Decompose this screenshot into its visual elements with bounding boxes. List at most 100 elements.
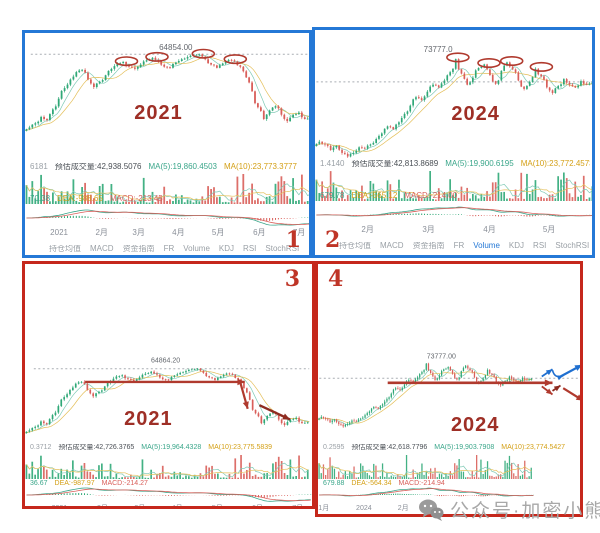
peak-circle-annotation — [529, 61, 554, 72]
indicator-tab-资金指南[interactable]: 资金指南 — [122, 245, 155, 253]
indicator-value: MACD:-214.27 — [101, 480, 148, 487]
peak-price-label: 73777.00 — [427, 354, 456, 361]
indicator-value: MA(10):23,774.5427 — [501, 444, 566, 451]
indicator-value: MA(5):19,964.4328 — [141, 444, 202, 451]
indicator-tab-持仓均值[interactable]: 持仓均值 — [339, 242, 371, 250]
x-axis-label: 6月 — [252, 505, 263, 509]
chart-panel-2-2024-annotated: 73777.0 1.4140 预估成交量:42,813.8689 MA(5):19,9… — [312, 27, 595, 258]
peak-circle-annotation — [446, 52, 470, 63]
x-axis-labels: 2月 3月 4月 5月 — [315, 226, 592, 237]
peak-circle-annotation — [223, 54, 248, 65]
indicator-value: MACD:-214.94 — [398, 480, 445, 487]
chart-panel-4-2024-scenarios: 73777.00 0.2595 预估成交量:42,618.7796 MA(5):19,… — [315, 261, 583, 517]
volume-indicator-readout: 6181 预估成交量:42,938.5076 MA(5):19,860.4503 MA… — [30, 163, 307, 171]
indicator-tab-StochRSI[interactable]: StochRSI — [555, 242, 590, 250]
indicator-tab-FR[interactable]: FR — [163, 245, 175, 253]
watermark: 公众号·加密小熊 — [418, 496, 600, 523]
macd-indicator-readout: 679.88 DEA:-564.34 MACD:-214.94 — [323, 480, 578, 487]
indicator-value: MA(5):19,903.7908 — [434, 444, 495, 451]
peak-circle-annotation — [499, 55, 524, 66]
indicator-tab-StochRSI[interactable]: StochRSI — [265, 245, 300, 253]
candlestick-chart-2021: 64854.00 — [25, 43, 309, 226]
peak-price-label: 73777.0 — [424, 45, 453, 54]
x-axis-label: 2月 — [361, 225, 374, 234]
indicator-value: 36.67 — [30, 480, 48, 487]
x-axis-label: 1月 — [318, 505, 330, 512]
x-axis-label: 5月 — [211, 505, 223, 509]
indicator-value: 1.4140 — [320, 160, 345, 168]
indicator-value: 预估成交量:42,938.5076 — [54, 163, 142, 171]
chart-panel-1-2021-annotated: 64854.00 6181 预估成交量:42,938.5076 MA(5):19,86… — [22, 30, 312, 258]
panel-number-badge: 3 — [284, 266, 300, 292]
x-axis-label: 7月 — [292, 505, 304, 509]
x-axis-label: 2月 — [95, 228, 108, 237]
chart-panel-3-2021-trendline: 64864.20 0.3712 预估成交量:42,726.3765 MA(5):19,… — [22, 261, 315, 509]
peak-price-label: 64854.00 — [159, 43, 193, 52]
indicator-value: MA(5):19,860.4503 — [148, 163, 218, 171]
watermark-text: 公众号·加密小熊 — [450, 501, 600, 522]
peak-circle-annotation — [477, 57, 501, 68]
x-axis-labels: 1月 2024 2月 — [318, 505, 580, 514]
year-label: 2021 — [134, 101, 183, 124]
indicator-tab-KDJ[interactable]: KDJ — [508, 242, 525, 250]
indicator-value: DEA:-988.65 — [57, 195, 103, 203]
x-axis-label: 3月 — [134, 505, 146, 509]
indicator-tab-KDJ[interactable]: KDJ — [218, 245, 235, 253]
x-axis-label: 5月 — [211, 228, 225, 237]
arrow-annotation — [562, 387, 580, 400]
indicator-tab-MACD[interactable]: MACD — [90, 245, 114, 253]
x-axis-label: 2021 — [50, 228, 68, 237]
indicator-tab-持仓均值[interactable]: 持仓均值 — [49, 245, 81, 253]
x-axis-label: 4月 — [171, 505, 183, 509]
x-axis-label: 3月 — [132, 228, 145, 237]
candlestick-chart-2024: 73777.00 — [318, 354, 580, 497]
year-label: 2024 — [451, 103, 500, 126]
indicator-value: MA(5):19,900.6195 — [445, 160, 514, 168]
indicator-tab-MACD[interactable]: MACD — [380, 242, 404, 250]
year-label: 2021 — [124, 407, 173, 430]
panel-number-badge: 4 — [328, 266, 344, 292]
volume-indicator-readout: 0.3712 预估成交量:42,726.3765 MA(5):19,964.4328… — [30, 444, 310, 451]
macd-indicator-readout: 36.67 DEA:-987.97 MACD:-214.27 — [30, 480, 310, 487]
indicator-value: MACD:-213.45 — [109, 195, 163, 203]
year-label: 2024 — [450, 414, 500, 437]
x-axis-label: 2021 — [51, 505, 68, 509]
peak-price-label: 64864.20 — [151, 358, 180, 365]
indicator-value: 预估成交量:42,618.7796 — [351, 444, 428, 451]
x-axis-label: 2024 — [356, 505, 372, 512]
panel-number-badge: 2 — [325, 227, 341, 253]
indicator-value: 0.3712 — [30, 444, 52, 451]
indicator-tab-RSI[interactable]: RSI — [243, 245, 257, 253]
candlestick-chart-2024: 73777.0 — [315, 45, 592, 217]
indicator-tab-bar: 持仓均值MACD资金指南FRVolumeKDJRSIStochRSIEMAVRL… — [49, 245, 307, 253]
panel-number-badge: 1 — [285, 227, 301, 253]
wechat-icon — [419, 499, 444, 521]
indicator-tab-资金指南[interactable]: 资金指南 — [412, 242, 445, 250]
volume-indicator-readout: 0.2595 预估成交量:42,618.7796 MA(5):19,903.7908… — [323, 444, 578, 451]
indicator-tab-Volume[interactable]: Volume — [183, 245, 210, 253]
indicator-value: MA(10):23,772.4573 — [520, 160, 590, 168]
indicator-value: DEA:-565.12 — [351, 192, 398, 200]
peak-circle-annotation — [145, 51, 169, 62]
indicator-value: MA(10):23,773.3777 — [224, 163, 297, 171]
macd-indicator-readout: 679.78 DEA:-565.12 MACD:-214.00 — [320, 192, 590, 200]
indicator-tab-Volume[interactable]: Volume — [473, 242, 500, 250]
indicator-tab-FR[interactable]: FR — [453, 242, 465, 250]
macd-indicator-readout: 70.38 DEA:-988.65 MACD:-213.45 — [30, 195, 307, 203]
indicator-value: 0.2595 — [323, 444, 345, 451]
x-axis-label: 2月 — [97, 505, 108, 509]
indicator-value: DEA:-564.34 — [351, 480, 392, 487]
peak-circle-annotation — [114, 56, 139, 67]
indicator-value: DEA:-987.97 — [54, 480, 95, 487]
peak-circle-annotation — [191, 48, 216, 59]
candlestick-chart-2021: 64864.20 — [25, 358, 312, 502]
x-axis-label: 7月 — [292, 228, 306, 237]
x-axis-label: 2月 — [397, 505, 409, 512]
x-axis-label: 4月 — [483, 225, 496, 234]
indicator-value: 679.88 — [323, 480, 345, 487]
x-axis-labels: 2021 2月 3月 4月 5月 6月 7月 — [25, 505, 312, 509]
x-axis-label: 5月 — [542, 225, 556, 234]
indicator-value: 70.38 — [30, 195, 51, 203]
indicator-tab-RSI[interactable]: RSI — [533, 242, 547, 250]
